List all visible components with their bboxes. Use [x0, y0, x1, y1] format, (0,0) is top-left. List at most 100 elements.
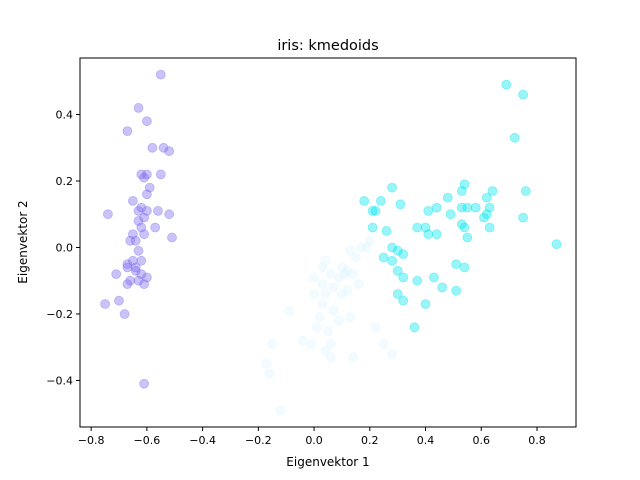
- data-point: [342, 285, 353, 296]
- data-point: [518, 89, 528, 100]
- data-point: [317, 279, 328, 290]
- data-point: [398, 272, 409, 283]
- data-point: [431, 229, 442, 240]
- data-point: [328, 282, 339, 293]
- x-tick-label: −0.2: [245, 434, 272, 447]
- data-point: [387, 242, 398, 253]
- data-point: [103, 209, 113, 220]
- x-tick-label: 0.0: [305, 434, 323, 447]
- data-point: [412, 275, 423, 286]
- data-point: [136, 169, 147, 180]
- data-point: [100, 299, 110, 309]
- data-point: [339, 269, 350, 280]
- data-point: [375, 195, 386, 206]
- data-point: [348, 352, 359, 363]
- data-point: [111, 269, 122, 280]
- data-point: [392, 289, 403, 299]
- data-point: [362, 242, 372, 253]
- data-point: [155, 169, 166, 180]
- data-point: [127, 229, 138, 240]
- data-point: [158, 142, 169, 153]
- data-point: [136, 269, 147, 280]
- data-point: [136, 202, 147, 213]
- data-point: [164, 146, 175, 157]
- data-point: [133, 245, 144, 256]
- data-point: [309, 272, 320, 283]
- data-point: [336, 289, 347, 299]
- data-point: [392, 265, 403, 276]
- data-point: [356, 242, 367, 253]
- data-point: [487, 186, 498, 196]
- data-point: [130, 265, 141, 276]
- x-axis: −0.8 −0.6 −0.4 −0.2 0.0 0.2 0.4 0.6 0.8: [78, 427, 546, 447]
- x-tick-label: 0.8: [528, 434, 546, 447]
- data-point: [155, 69, 166, 80]
- y-tick-label: 0.4: [56, 109, 74, 122]
- data-point: [141, 169, 152, 180]
- data-point: [392, 245, 403, 256]
- data-point: [484, 202, 495, 213]
- data-point: [509, 132, 520, 143]
- data-point: [420, 222, 431, 233]
- data-point: [144, 182, 155, 193]
- data-point: [133, 205, 144, 216]
- data-point: [370, 205, 381, 216]
- data-point: [261, 358, 272, 369]
- data-point: [320, 289, 331, 299]
- x-tick-label: 0.2: [361, 434, 379, 447]
- data-point: [133, 215, 144, 226]
- data-point: [367, 205, 378, 216]
- data-point: [459, 262, 470, 273]
- data-point: [456, 219, 467, 230]
- data-point: [359, 195, 370, 206]
- data-point: [334, 272, 345, 283]
- data-point: [451, 285, 462, 296]
- data-point: [398, 295, 409, 306]
- data-point: [378, 252, 389, 263]
- x-tick-label: −0.6: [134, 434, 161, 447]
- data-point: [141, 272, 152, 283]
- data-point: [136, 222, 147, 233]
- data-point: [323, 325, 333, 336]
- data-point: [139, 229, 150, 240]
- x-tick-label: −0.8: [78, 434, 105, 447]
- data-point: [311, 322, 322, 333]
- data-point: [320, 255, 331, 266]
- data-point: [387, 182, 398, 193]
- data-point: [306, 338, 317, 349]
- y-axis-label: Eigenvektor 2: [16, 200, 30, 283]
- data-point: [141, 189, 152, 200]
- data-point: [462, 202, 473, 213]
- data-point: [122, 279, 133, 290]
- data-point: [139, 279, 150, 290]
- data-point: [412, 222, 423, 233]
- data-point: [325, 338, 336, 349]
- data-point: [342, 265, 353, 276]
- data-point: [437, 282, 448, 293]
- data-point: [445, 209, 456, 220]
- data-point: [370, 322, 381, 333]
- data-point: [442, 192, 453, 203]
- data-point: [398, 249, 409, 260]
- data-point: [122, 126, 133, 137]
- data-point: [409, 322, 420, 333]
- data-point: [423, 205, 434, 216]
- data-point: [420, 299, 431, 309]
- data-point: [141, 205, 152, 216]
- y-tick-label: −0.4: [46, 374, 73, 387]
- data-point: [275, 405, 286, 416]
- data-point: [387, 348, 398, 359]
- data-point: [481, 192, 492, 203]
- x-axis-label: Eigenvektor 1: [286, 455, 369, 469]
- data-point: [395, 199, 406, 210]
- data-point: [518, 212, 528, 223]
- data-point: [164, 209, 175, 220]
- data-point: [130, 262, 141, 273]
- data-point: [431, 202, 442, 213]
- data-point: [114, 295, 124, 306]
- data-point: [462, 232, 473, 243]
- data-point: [297, 335, 308, 346]
- data-point: [147, 142, 158, 153]
- data-point: [484, 222, 495, 233]
